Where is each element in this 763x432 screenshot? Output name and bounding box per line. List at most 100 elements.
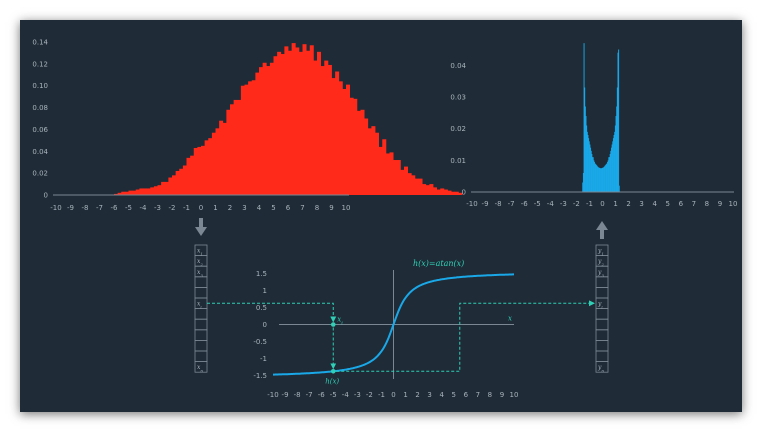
input-histogram-bar: [226, 109, 231, 195]
input-histogram-bar: [259, 67, 264, 195]
input-histogram-bar: [335, 71, 340, 195]
output-vector-entry: yi: [597, 301, 603, 310]
input-histogram-x-tick: -2: [169, 204, 176, 212]
input-histogram-bar: [124, 191, 129, 195]
diagram-panel: [20, 20, 742, 412]
input-vector-cell: [194, 318, 208, 331]
output-histogram-x-tick: 4: [652, 200, 657, 208]
input-mapping-line: [207, 302, 337, 323]
output-histogram-bar: [610, 147, 612, 192]
input-histogram-bar: [255, 72, 260, 195]
output-histogram-bar: [612, 138, 614, 192]
output-histogram-bar: [609, 154, 611, 192]
output-histogram-bar: [588, 138, 590, 192]
transfer-y-tick: 0: [263, 321, 267, 329]
output-histogram-bar: [584, 87, 586, 192]
input-histogram-bar: [324, 60, 329, 196]
input-histogram-bar: [306, 50, 311, 195]
output-histogram-y-tick: 0.01: [450, 157, 466, 165]
output-histogram-bar: [599, 168, 601, 192]
input-histogram-bar: [161, 181, 166, 195]
input-histogram-bar: [356, 110, 361, 195]
input-histogram-bar: [190, 155, 195, 195]
output-histogram-bar: [612, 141, 614, 192]
transfer-x-tick: -3: [354, 391, 361, 399]
output-histogram-y-tick: 0: [462, 189, 466, 197]
input-histogram-bar: [182, 165, 187, 195]
input-histogram-y-tick: 0.10: [32, 82, 48, 90]
transfer-x-tick: -7: [306, 391, 313, 399]
input-vector-entry: xn: [197, 364, 203, 373]
input-histogram-y-tick: 0.02: [32, 170, 48, 178]
output-vector-cell: [595, 286, 609, 299]
input-histogram-bar: [302, 44, 307, 195]
input-histogram-bar: [139, 188, 144, 195]
output-histogram-x-tick: -4: [547, 200, 555, 208]
input-histogram-bar: [451, 191, 456, 195]
transfer-x-tick: -5: [330, 391, 337, 399]
transfer-x-tick: 9: [500, 391, 504, 399]
input-histogram-y-tick: 0: [44, 192, 48, 200]
input-vector-cell: [194, 350, 208, 363]
down-arrow-icon: [195, 218, 207, 236]
input-histogram-bar: [425, 185, 430, 195]
output-histogram-bar: [618, 49, 620, 192]
transfer-x-tick: -10: [267, 391, 278, 399]
input-histogram-y-tick: 0.06: [32, 126, 48, 134]
output-histogram-x-tick: 8: [705, 200, 709, 208]
transfer-x-tick: -8: [294, 391, 301, 399]
output-histogram-bar: [593, 160, 595, 192]
output-histogram-y-tick: 0.03: [450, 94, 466, 102]
output-histogram-x-tick: 3: [639, 200, 643, 208]
output-histogram-x-tick: 2: [626, 200, 630, 208]
sample-h-label: h(x): [325, 377, 339, 385]
input-vector-entry: x2: [197, 258, 203, 267]
input-histogram-bar: [447, 190, 452, 195]
input-histogram-x-tick: 2: [228, 204, 232, 212]
input-histogram-bar: [349, 97, 354, 195]
input-histogram-bar: [433, 187, 438, 195]
input-vector-cell: [194, 329, 208, 341]
output-histogram-bar: [604, 165, 606, 192]
input-histogram-x-tick: -1: [183, 204, 190, 212]
input-histogram-bar: [168, 177, 173, 195]
input-histogram-y-tick: 0.12: [32, 60, 48, 68]
output-histogram-bar: [590, 150, 592, 192]
input-histogram-bar: [251, 80, 256, 195]
input-histogram-bar: [320, 66, 325, 196]
input-histogram-bar: [211, 132, 216, 195]
output-histogram-bar: [613, 135, 615, 192]
output-histogram-bar: [586, 131, 588, 192]
input-vector-cell: [194, 339, 208, 352]
output-histogram-bar: [605, 164, 607, 192]
input-histogram-bar: [396, 160, 401, 195]
output-histogram-bar: [617, 52, 619, 192]
input-histogram-x-tick: -5: [125, 204, 132, 212]
output-histogram-bar: [587, 135, 589, 192]
transfer-x-tick: 6: [464, 391, 469, 399]
input-histogram-bar: [128, 190, 133, 195]
input-histogram-x-tick: -3: [154, 204, 161, 212]
input-histogram-y-tick: 0.08: [32, 104, 48, 112]
output-histogram-bar: [594, 163, 596, 192]
input-histogram-bar: [422, 184, 427, 195]
input-histogram-bar: [313, 60, 318, 196]
input-histogram-bar: [230, 104, 235, 195]
input-histogram-bar: [407, 173, 412, 195]
output-histogram-bar: [601, 168, 603, 192]
output-vector-entry: y3: [597, 269, 604, 278]
sample-x-point: [330, 322, 336, 327]
output-vector-cell: [595, 308, 609, 320]
input-histogram-bar: [385, 153, 390, 195]
input-histogram-bar: [288, 50, 293, 195]
output-histogram-x-tick: -6: [521, 200, 529, 208]
input-vector-cell: [194, 276, 208, 288]
input-histogram-bar: [244, 84, 249, 195]
transfer-x-tick: 3: [427, 391, 431, 399]
output-histogram-x-tick: 5: [666, 200, 670, 208]
transfer-y-tick: 1: [263, 287, 267, 295]
input-histogram-x-tick: -7: [96, 204, 103, 212]
output-histogram-bar: [586, 125, 588, 192]
output-histogram-bar: [608, 157, 610, 192]
